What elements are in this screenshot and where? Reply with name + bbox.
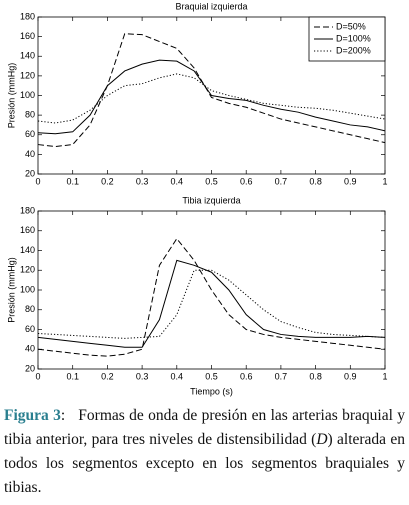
x-tick-label: 0.1 — [66, 371, 79, 381]
y-tick-label: 20 — [25, 363, 35, 373]
y-tick-label: 140 — [20, 51, 35, 61]
caption: Figura 3: Formas de onda de presión en l… — [4, 404, 405, 500]
y-tick-label: 100 — [20, 284, 35, 294]
series-line — [37, 237, 386, 357]
series-line — [37, 269, 386, 339]
y-tick-label: 120 — [20, 70, 35, 80]
y-tick-label: 120 — [20, 265, 35, 275]
y-tick-label: 180 — [20, 205, 35, 215]
caption-label: Figura 3 — [4, 407, 61, 424]
x-tick-label: 0.6 — [240, 176, 253, 186]
x-axis-label: Tiempo (s) — [190, 386, 233, 396]
series-line — [37, 59, 386, 135]
x-tick-label: 0 — [35, 176, 40, 186]
figure: Braquial izquierda Presión (mmHg) 20 40 60 80… — [6, 1, 387, 396]
legend-label: D=100% — [336, 33, 371, 43]
x-tick-label: 0.9 — [344, 176, 357, 186]
caption-text: Formas de onda de presión en las arteria… — [4, 407, 406, 448]
legend-label: D=200% — [336, 45, 371, 55]
y-tick-label: 140 — [20, 245, 35, 255]
y-tick-label: 80 — [25, 304, 35, 314]
chart-title: Braquial izquierda — [175, 1, 247, 11]
x-tick-label: 0.7 — [275, 176, 288, 186]
y-tick-label: 20 — [25, 168, 35, 178]
x-tick-label: 0.9 — [344, 371, 357, 381]
y-tick-label: 40 — [25, 344, 35, 354]
y-tick-label: 60 — [25, 129, 35, 139]
plot-frame — [37, 16, 386, 175]
series-line — [37, 73, 386, 124]
y-tick-label: 180 — [20, 11, 35, 21]
y-axis-label: Presión (mmHg) — [6, 63, 16, 129]
caption-colon: : — [60, 407, 66, 424]
y-tick-label: 60 — [25, 324, 35, 334]
y-tick-label: 40 — [25, 149, 35, 159]
series-line — [37, 33, 386, 148]
x-tick-label: 0.6 — [240, 371, 253, 381]
plot-frame — [37, 210, 386, 370]
x-tick-label: 0.4 — [171, 371, 184, 381]
series-line — [37, 259, 386, 348]
caption-text: ) alterada en todos los segmentos except… — [4, 431, 406, 496]
x-tick-label: 0.5 — [205, 176, 218, 186]
y-tick-label: 160 — [20, 225, 35, 235]
x-tick-label: 0.3 — [136, 371, 149, 381]
y-tick-label: 160 — [20, 31, 35, 41]
x-tick-label: 0.2 — [101, 371, 114, 381]
x-tick-label: 0.5 — [205, 371, 218, 381]
x-tick-label: 0.8 — [309, 176, 322, 186]
x-tick-label: 0.1 — [66, 176, 79, 186]
x-tick-label: 0.8 — [309, 371, 322, 381]
y-axis-label: Presión (mmHg) — [6, 257, 16, 323]
x-tick-label: 0.4 — [171, 176, 184, 186]
legend-label: D=50% — [336, 21, 366, 31]
x-tick-label: 1 — [382, 371, 387, 381]
x-tick-label: 1 — [382, 176, 387, 186]
chart-title: Tibia izquierda — [182, 195, 240, 205]
y-tick-label: 80 — [25, 110, 35, 120]
x-tick-label: 0 — [35, 371, 40, 381]
x-tick-label: 0.7 — [275, 371, 288, 381]
x-tick-label: 0.3 — [136, 176, 149, 186]
caption-symbol: D — [316, 431, 328, 448]
x-tick-label: 0.2 — [101, 176, 114, 186]
y-tick-label: 100 — [20, 90, 35, 100]
